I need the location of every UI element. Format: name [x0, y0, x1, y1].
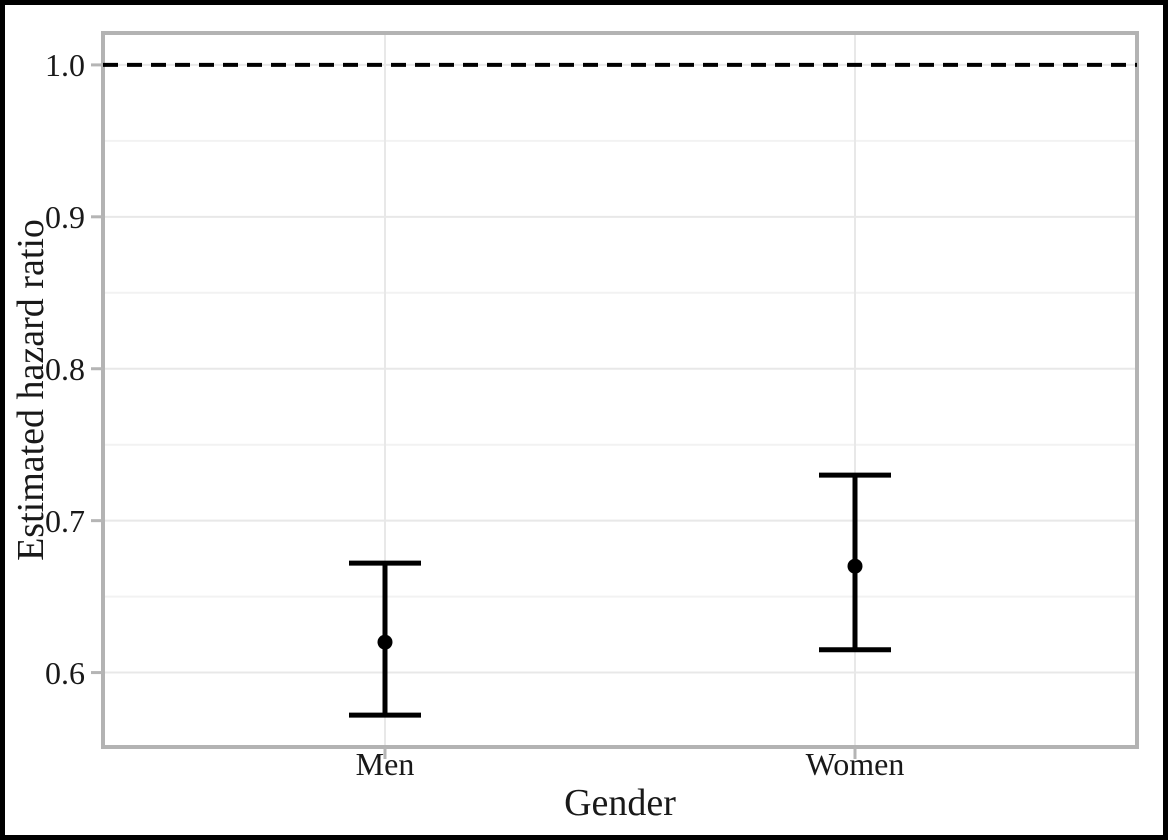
axis-ticks-labels: 0.6 0.7 0.8 0.9 1.0 Men Women	[45, 47, 904, 782]
errorbar-chart: 0.6 0.7 0.8 0.9 1.0 Men Women Gender Estimated…	[10, 31, 1139, 824]
x-axis-title: Gender	[564, 782, 676, 824]
y-tick-label: 0.9	[45, 199, 85, 235]
point-estimate	[377, 634, 393, 650]
y-tick-label: 1.0	[45, 47, 85, 83]
y-tick-label: 0.7	[45, 503, 85, 539]
y-axis-title: Estimated hazard ratio	[10, 219, 52, 561]
x-tick-label: Women	[806, 746, 905, 782]
gridlines	[101, 31, 1139, 749]
y-tick-label: 0.6	[45, 655, 85, 691]
chart-marks	[103, 62, 1137, 718]
point-estimate	[847, 558, 863, 574]
y-tick-label: 0.8	[45, 351, 85, 387]
panel-border	[101, 31, 1139, 749]
x-tick-label: Men	[356, 746, 415, 782]
